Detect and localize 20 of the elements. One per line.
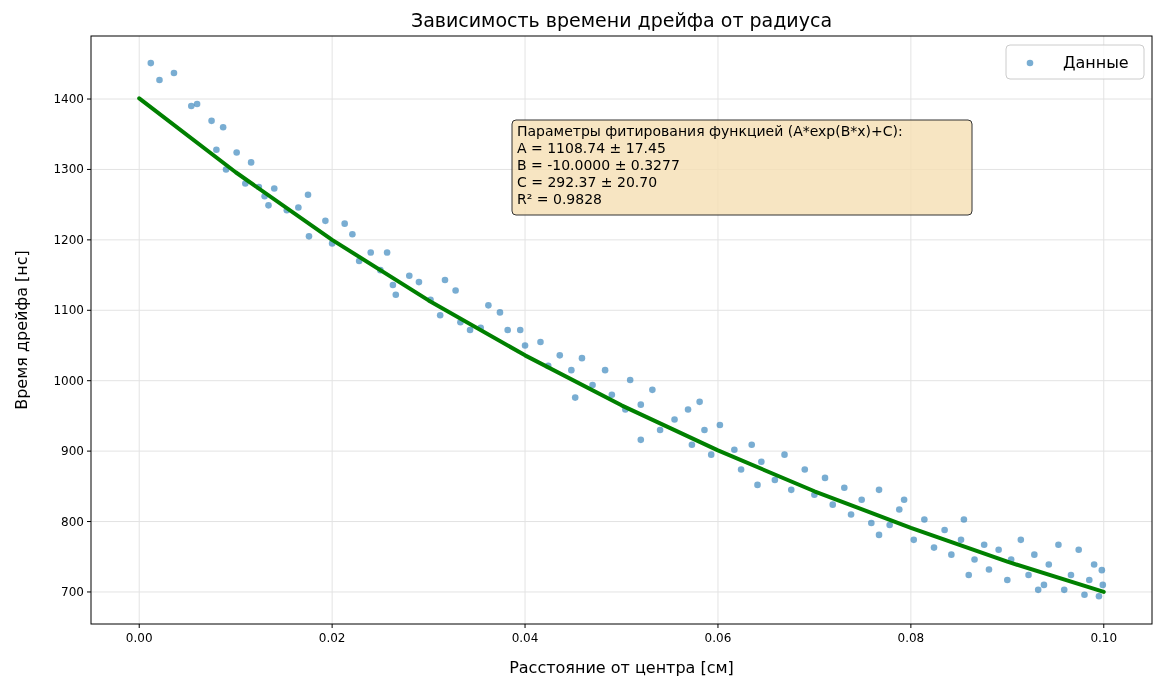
- y-tick-label: 1300: [53, 162, 84, 177]
- x-tick-label: 0.08: [897, 631, 925, 645]
- x-tick-label: 0.00: [125, 631, 153, 645]
- x-tick-label: 0.04: [511, 631, 539, 645]
- x-tick-label: 0.02: [318, 631, 346, 645]
- chart-title: Зависимость времени дрейфа от радиуса: [410, 9, 833, 31]
- x-tick-label: 0.06: [704, 631, 732, 645]
- y-tick-label: 800: [61, 514, 84, 529]
- x-axis-title: Расстояние от центра [см]: [509, 658, 734, 677]
- y-tick-label: 1200: [53, 232, 84, 247]
- y-axis-title: Время дрейфа [нс]: [12, 250, 31, 410]
- y-tick-label: 1100: [53, 303, 84, 318]
- y-tick-label: 900: [61, 444, 84, 459]
- annotation: Параметры фитирования функцией (A*exp(B*x)+C): A = 1108.74 ± 17.45 B = -10.0000 ± 0.3277 C = 292.37 ± 20.70 R² = 0.9828: [517, 123, 903, 207]
- y-tick-label: 700: [61, 584, 84, 599]
- x-tick-label: 0.10: [1090, 631, 1118, 645]
- legend-label: Данные: [1063, 53, 1129, 72]
- y-tick-label: 1000: [53, 373, 84, 388]
- y-tick-label: 1400: [53, 92, 84, 107]
- text-box: Параметры фитирования функцией (A*exp(B*x)+C): A = 1108.74 ± 17.45 B = -10.0000 ± 0.3277 C = 292.37 ± 20.70 R² = 0.9828: [511, 119, 973, 216]
